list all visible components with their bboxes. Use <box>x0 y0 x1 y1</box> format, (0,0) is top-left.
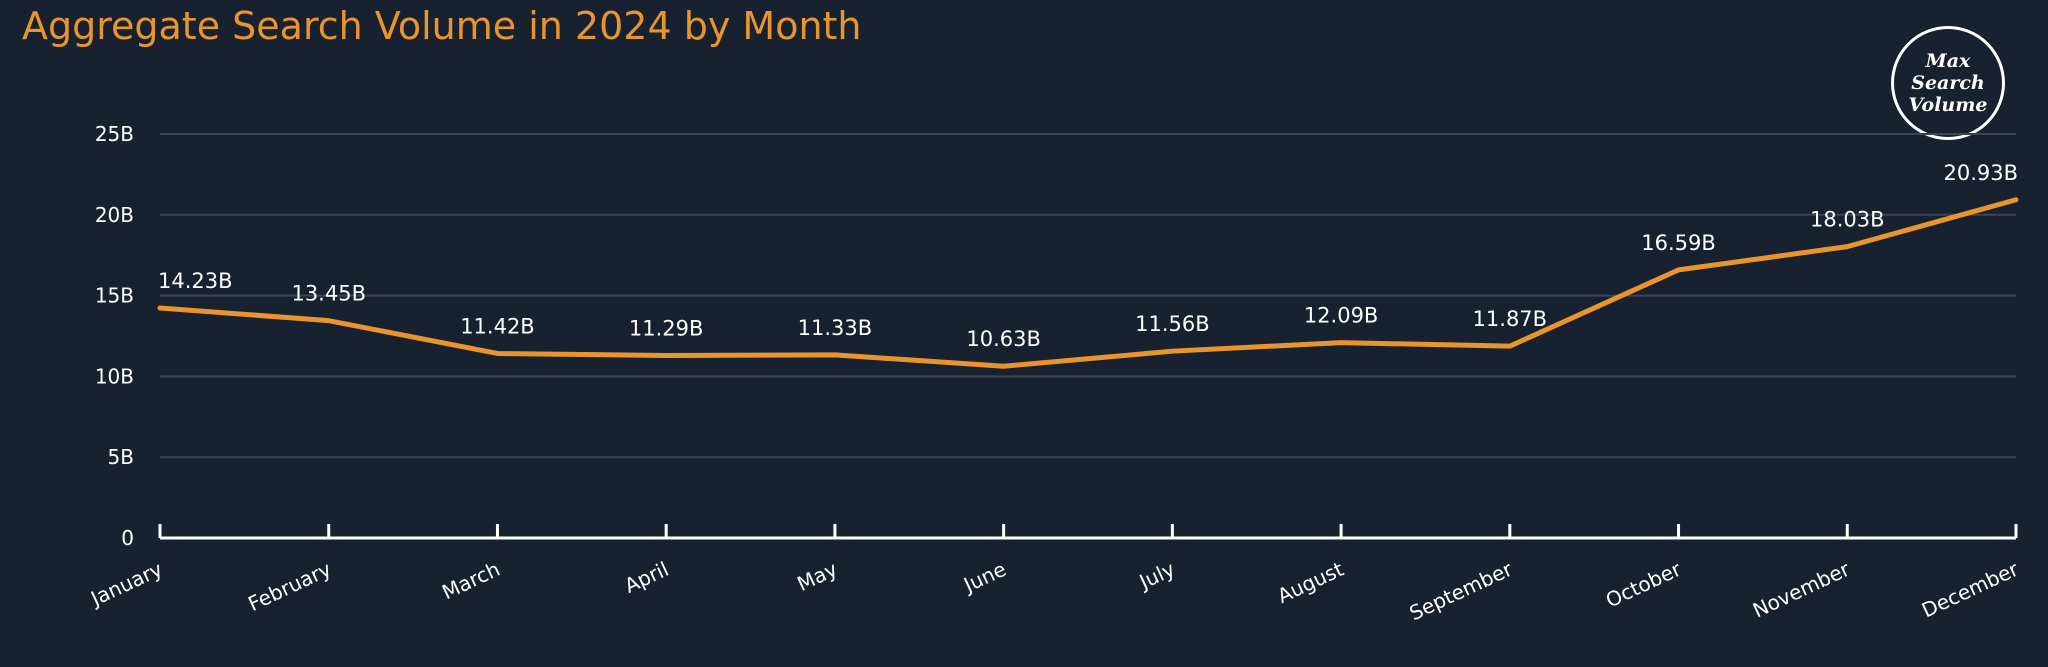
x-tick-label: April <box>621 557 673 598</box>
data-label: 18.03B <box>1810 208 1885 232</box>
logo-text: Max Search Volume <box>1908 50 1988 116</box>
x-tick-label: October <box>1602 556 1685 612</box>
x-tick-label: January <box>85 557 166 612</box>
x-tick-label: November <box>1749 556 1854 622</box>
y-tick-label: 0 <box>121 526 134 550</box>
data-label: 11.33B <box>798 316 873 340</box>
x-tick-label: August <box>1274 557 1348 608</box>
data-label: 16.59B <box>1641 231 1716 255</box>
gridlines <box>160 133 2016 459</box>
data-label: 11.87B <box>1473 307 1548 331</box>
y-tick-label: 20B <box>95 203 134 227</box>
y-tick-label: 10B <box>95 364 134 388</box>
y-axis: 0 5B 10B 15B 20B 25B <box>95 122 134 550</box>
data-label: 11.29B <box>629 317 704 341</box>
x-tick-label: December <box>1918 556 2023 622</box>
series-line-path <box>157 197 2019 369</box>
max-search-volume-logo: Max Search Volume <box>1891 26 2005 140</box>
data-labels: 14.23B 13.45B 11.42B 11.29B 11.33B 10.63B 11.5… <box>158 161 2018 351</box>
x-tick-label: February <box>244 557 335 616</box>
y-tick-label: 15B <box>95 284 134 308</box>
y-tick-label: 5B <box>108 445 134 469</box>
chart-title: Aggregate Search Volume in 2024 by Month <box>22 4 862 48</box>
x-tick-label: May <box>793 557 841 596</box>
x-axis: January February March April May June July Augu… <box>85 524 2023 625</box>
data-label: 13.45B <box>291 282 366 306</box>
x-tick-label: September <box>1406 556 1517 625</box>
data-label: 12.09B <box>1304 304 1379 328</box>
data-label: 14.23B <box>158 269 233 293</box>
series-line <box>157 197 2019 369</box>
data-label: 10.63B <box>966 327 1041 351</box>
data-label: 11.42B <box>460 314 535 338</box>
y-tick-label: 25B <box>95 122 134 146</box>
x-tick-label: July <box>1134 557 1179 595</box>
data-label: 11.56B <box>1135 312 1210 336</box>
data-label: 20.93B <box>1943 161 2018 185</box>
x-tick-label: June <box>958 557 1009 598</box>
x-tick-label: March <box>438 557 503 605</box>
